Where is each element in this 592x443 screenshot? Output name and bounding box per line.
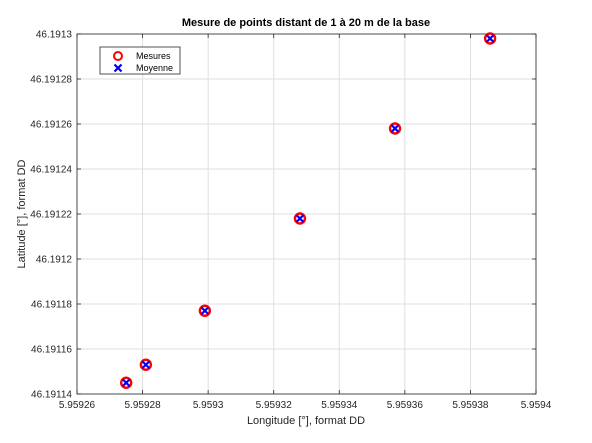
y-tick-label: 46.19122 — [30, 210, 72, 221]
point-mesures — [388, 122, 402, 135]
y-tick-label: 46.1913 — [36, 30, 73, 41]
point-mesures — [483, 32, 497, 45]
legend-marker-moyenne — [113, 63, 123, 73]
legend-label-moyenne: Moyenne — [136, 63, 173, 73]
point-moyenne — [141, 360, 151, 370]
y-tick-label: 46.19116 — [31, 345, 72, 356]
point-moyenne — [200, 306, 210, 316]
data-points — [119, 32, 497, 389]
x-tick-label: 5.95926 — [59, 400, 96, 411]
x-tick-label: 5.95936 — [387, 400, 424, 411]
y-tick-label: 46.19126 — [30, 120, 72, 131]
x-tick-label: 5.95938 — [452, 400, 489, 411]
point-moyenne — [390, 124, 400, 133]
legend-label-mesures: Mesures — [136, 51, 171, 61]
x-tick-label: 5.9593 — [193, 400, 224, 411]
x-tick-label: 5.95928 — [124, 400, 161, 411]
y-tick-label: 46.19124 — [30, 165, 72, 176]
x-tick-label: 5.9594 — [521, 400, 552, 411]
point-mesures — [139, 358, 153, 371]
point-mesures — [198, 304, 212, 317]
y-tick-label: 46.1912 — [36, 255, 73, 266]
point-moyenne — [295, 214, 305, 223]
y-axis-label: Latitude [°], format DD — [16, 159, 28, 268]
plot-frame — [76, 33, 537, 395]
x-tick-label: 5.95934 — [321, 400, 358, 411]
legend-marker-mesures — [113, 51, 123, 61]
ticks: 5.95926 5.95928 5.9593 5.95932 5.95934 5.9593… — [30, 30, 551, 412]
x-tick-label: 5.95932 — [256, 400, 293, 411]
y-tick-label: 46.19114 — [31, 390, 72, 401]
point-moyenne — [121, 378, 131, 388]
x-axis-label: Longitude [°], format DD — [247, 415, 365, 427]
y-tick-label: 46.19118 — [31, 300, 72, 311]
point-mesures — [293, 212, 307, 225]
point-mesures — [119, 376, 133, 389]
legend: Mesures Moyenne — [99, 46, 181, 75]
y-tick-label: 46.19128 — [30, 75, 72, 86]
chart-title: Mesure de points distant de 1 à 20 m de … — [182, 17, 430, 29]
legend-box — [99, 46, 181, 75]
point-moyenne — [485, 34, 495, 43]
